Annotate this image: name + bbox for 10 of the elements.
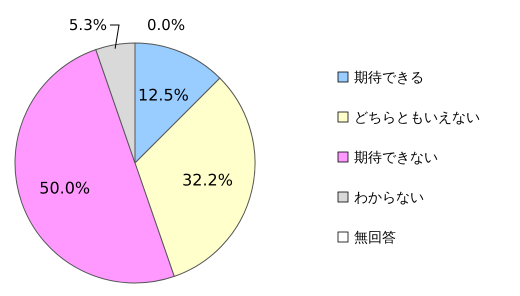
text: 0.0% — [147, 16, 186, 34]
legend-label: 期待できない — [354, 150, 438, 166]
data-label: 12.5% — [138, 85, 189, 104]
data-label: 50.0% — [39, 178, 90, 198]
legend-label: 期待できる — [354, 70, 424, 86]
data-label: 32.2% — [182, 170, 233, 190]
legend-label: わからない — [354, 190, 424, 206]
data-label: 5.3% — [68, 16, 107, 34]
legend-label: 無回答 — [354, 230, 396, 246]
legend-label: どちらともいえない — [354, 110, 480, 126]
